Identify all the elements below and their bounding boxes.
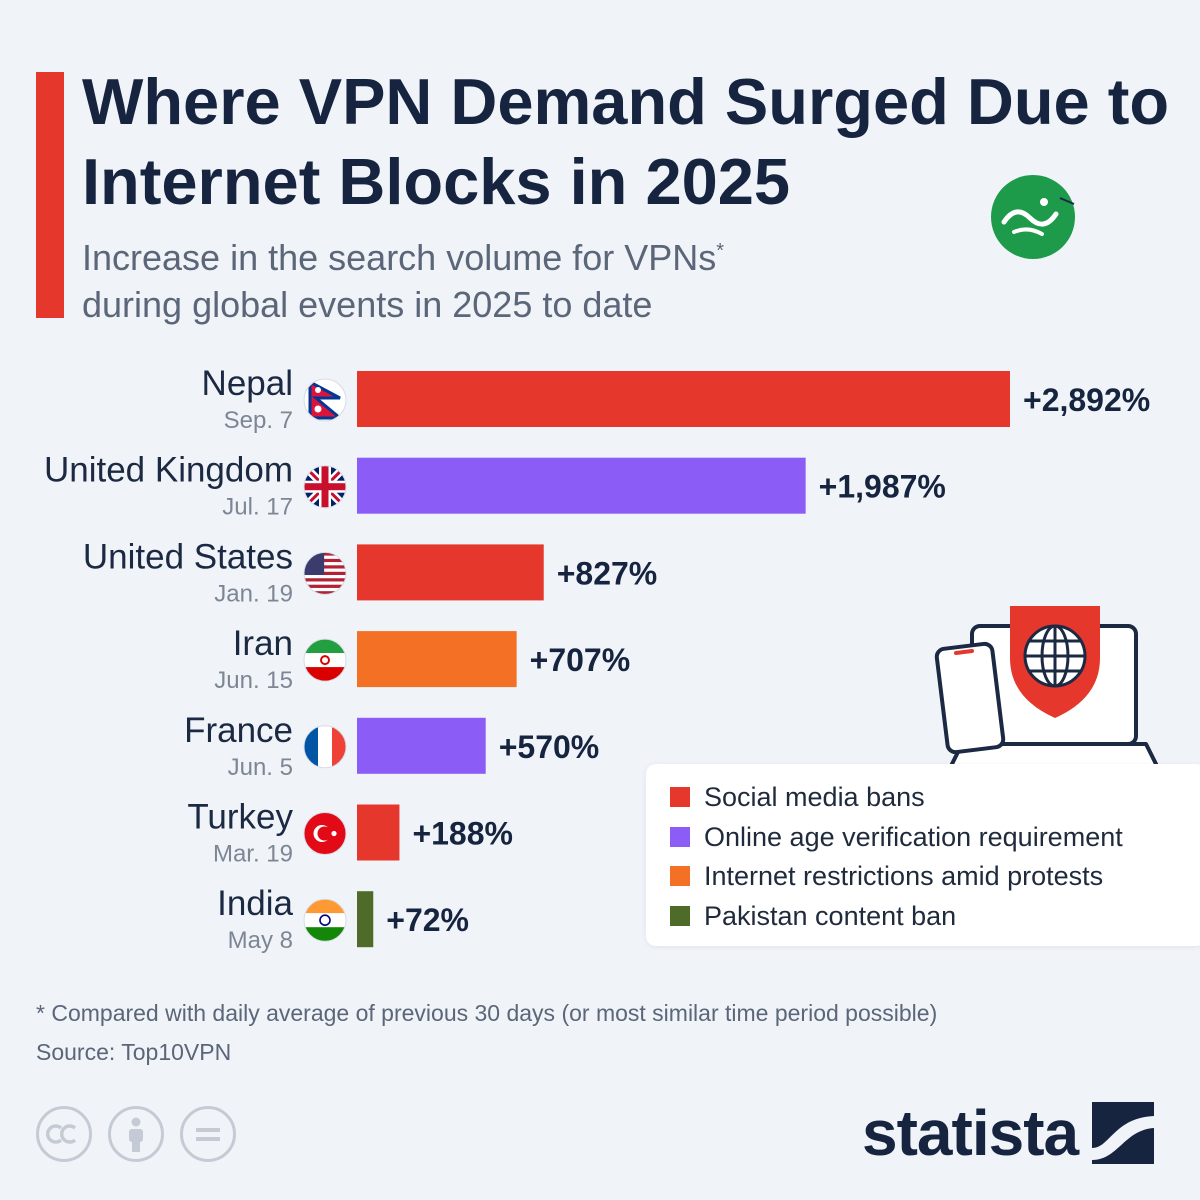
legend-swatch — [670, 906, 690, 926]
site-logo-icon — [991, 175, 1075, 259]
us-flag-icon — [303, 551, 347, 595]
value-label: +827% — [557, 555, 658, 591]
bar — [357, 544, 544, 601]
legend-item: Online age verification requirement — [670, 822, 1123, 852]
accent-bar — [36, 72, 64, 318]
date-label: May 8 — [228, 927, 293, 954]
category-label: United States — [83, 537, 293, 576]
date-label: Jun. 5 — [228, 754, 293, 781]
date-label: Sep. 7 — [224, 407, 293, 434]
cc-icon[interactable] — [36, 1106, 92, 1162]
legend-label: Online age verification requirement — [704, 821, 1123, 852]
bar — [357, 371, 1010, 427]
value-label: +72% — [386, 902, 469, 938]
bar — [357, 457, 806, 514]
subtitle-line2: during global events in 2025 to date — [82, 284, 653, 325]
iran-flag-icon — [303, 638, 347, 682]
date-label: Jul. 17 — [222, 494, 293, 521]
shield-globe-icon — [1010, 606, 1100, 718]
statista-mark-icon — [1092, 1102, 1155, 1164]
subtitle-marker: * — [716, 240, 725, 262]
legend-swatch — [670, 827, 690, 847]
legend-item: Pakistan content ban — [670, 901, 956, 931]
category-label: Nepal — [202, 364, 293, 403]
chart-subtitle: Increase in the search volume for VPNs* … — [82, 234, 882, 328]
footnote: * Compared with daily average of previou… — [36, 1000, 938, 1026]
legend-label: Internet restrictions amid protests — [704, 860, 1104, 891]
license-icons — [36, 1106, 236, 1162]
nd-icon[interactable] — [180, 1106, 236, 1162]
smartphone-icon — [934, 641, 1006, 755]
bar — [357, 804, 400, 861]
category-label: France — [184, 711, 293, 750]
value-label: +2,892% — [1023, 382, 1150, 418]
turkey-flag-icon — [303, 812, 347, 855]
chart-legend: Social media bans Online age verificatio… — [646, 764, 1200, 946]
uk-flag-icon — [303, 465, 347, 509]
subtitle-line1: Increase in the search volume for VPNs — [82, 237, 717, 278]
legend-item: Social media bans — [670, 782, 925, 812]
date-label: Jun. 15 — [214, 667, 293, 694]
legend-swatch — [670, 866, 690, 886]
legend-swatch — [670, 787, 690, 807]
value-label: +570% — [499, 729, 600, 765]
nepal-flag-icon — [303, 378, 347, 422]
category-label: India — [217, 884, 293, 923]
value-label: +1,987% — [819, 469, 946, 505]
france-flag-icon — [303, 725, 347, 769]
statista-logo[interactable]: statista — [862, 1093, 1155, 1173]
chart-title: Where VPN Demand Surged Due to Internet … — [82, 65, 1170, 218]
legend-label: Pakistan content ban — [704, 900, 957, 931]
bar — [357, 631, 517, 688]
legend-label: Social media bans — [704, 781, 925, 812]
value-label: +188% — [412, 816, 513, 852]
value-label: +707% — [530, 642, 631, 678]
source-link[interactable]: Source: Top10VPN — [36, 1039, 232, 1065]
bar — [357, 717, 486, 774]
bar — [357, 891, 374, 948]
date-label: Mar. 19 — [213, 841, 293, 868]
category-label: Iran — [233, 624, 293, 663]
category-label: Turkey — [187, 798, 293, 837]
statista-wordmark: statista — [862, 1097, 1079, 1169]
india-flag-icon — [303, 898, 347, 942]
by-icon[interactable] — [108, 1106, 164, 1162]
date-label: Jan. 19 — [214, 580, 293, 607]
legend-item: Internet restrictions amid protests — [670, 861, 1103, 891]
category-label: United Kingdom — [44, 451, 293, 490]
